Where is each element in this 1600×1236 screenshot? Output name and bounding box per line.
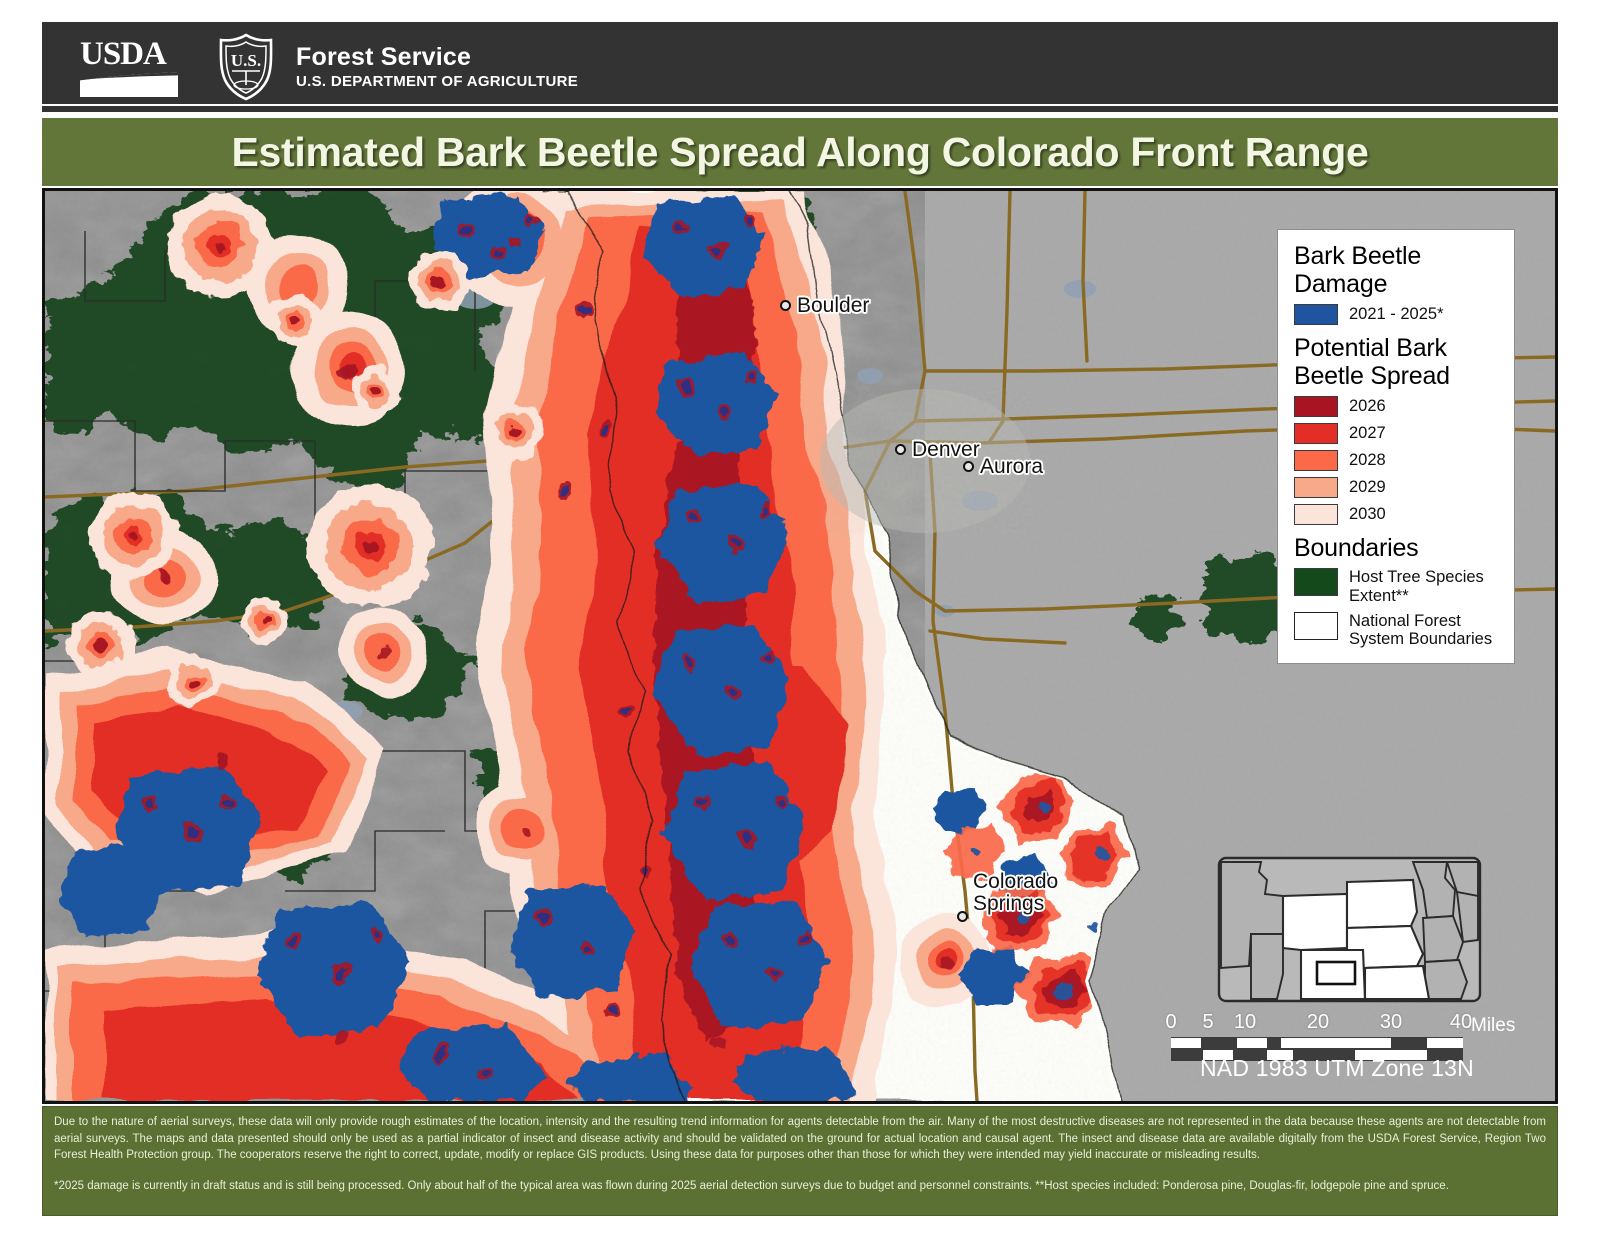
legend-swatch-nfs-boundary <box>1294 611 1338 640</box>
scale-tick-labels: 0 5 10 20 30 40 <box>1163 1011 1513 1037</box>
legend-item-host-tree-extent: Host Tree Species Extent** <box>1294 568 1502 606</box>
legend-heading-boundaries: Boundaries <box>1294 534 1419 562</box>
legend-swatch-2029 <box>1294 477 1338 498</box>
svg-text:U.S.: U.S. <box>231 51 261 70</box>
inset-state-wyoming <box>1281 892 1349 952</box>
legend-swatch-2027 <box>1294 423 1338 444</box>
denver-metro-urban-area <box>820 389 1030 533</box>
isolated-outbreak-bullseyes <box>66 194 543 707</box>
legend-label-host-tree: Host Tree Species Extent** <box>1349 568 1484 605</box>
legend-item-spread-2027: 2027 <box>1294 423 1502 444</box>
page-title: Estimated Bark Beetle Spread Along Color… <box>231 128 1369 175</box>
inset-state-kansas <box>1363 964 1431 1001</box>
header-divider <box>42 104 1558 111</box>
legend-label-2026: 2026 <box>1349 397 1386 416</box>
legend-item-spread-2028: 2028 <box>1294 450 1502 471</box>
scale-bar-graphic <box>1163 1037 1463 1063</box>
disclaimer-text: Due to the nature of aerial surveys, the… <box>54 1116 1546 1162</box>
scale-tick-20: 20 <box>1306 1011 1330 1033</box>
map-canvas[interactable] <box>45 191 1555 1101</box>
legend-swatch-2026 <box>1294 396 1338 417</box>
legend-heading-spread: Potential Bark Beetle Spread <box>1294 334 1450 390</box>
legend-label-2029: 2029 <box>1349 478 1386 497</box>
title-banner: Estimated Bark Beetle Spread Along Color… <box>42 118 1558 186</box>
scale-tick-5: 5 <box>1202 1011 1214 1033</box>
legend-swatch-2028 <box>1294 450 1338 471</box>
scale-units-label: Miles <box>1471 1015 1516 1036</box>
map-graphic <box>45 191 1555 1101</box>
footer-disclaimer-block: Due to the nature of aerial surveys, the… <box>42 1106 1558 1216</box>
legend-item-spread-2026: 2026 <box>1294 396 1502 417</box>
legend-item-damage-2021-2025: 2021 - 2025* <box>1294 304 1502 325</box>
legend-item-spread-2029: 2029 <box>1294 477 1502 498</box>
forest-service-shield-icon: U.S. <box>216 33 276 101</box>
map-legend: Bark Beetle Damage 2021 - 2025* Potentia… <box>1277 229 1515 665</box>
usda-swoosh-graphic <box>80 72 178 97</box>
usda-wordmark: USDA <box>80 36 167 72</box>
footnotes-text: *2025 damage is currently in draft statu… <box>54 1180 1449 1193</box>
legend-label-nfs-boundary: National Forest System Boundaries <box>1349 611 1493 649</box>
forest-service-name: Forest Service <box>296 43 472 71</box>
department-name: U.S. DEPARTMENT OF AGRICULTURE <box>296 73 579 90</box>
damage-dot-stipple <box>143 214 953 1083</box>
projection-label: NAD 1983 UTM Zone 13N <box>1200 1055 1474 1081</box>
legend-swatch-2030 <box>1294 504 1338 525</box>
scale-tick-30: 30 <box>1379 1011 1403 1033</box>
inset-map-graphic <box>1217 856 1482 1003</box>
legend-swatch-host-tree <box>1294 568 1338 596</box>
scale-bar: 0 5 10 20 30 40 <box>1163 1011 1516 1063</box>
nfs-outline-overlay <box>543 191 1138 1101</box>
legend-heading-damage: Bark Beetle Damage <box>1294 242 1422 298</box>
legend-label-damage: 2021 - 2025* <box>1349 305 1444 324</box>
inset-extent-rectangle <box>1315 960 1357 986</box>
scale-tick-40: 40 <box>1449 1011 1473 1033</box>
legend-label-2028: 2028 <box>1349 451 1386 470</box>
scale-tick-0: 0 <box>1165 1011 1177 1033</box>
usda-logo: USDA <box>80 36 180 97</box>
legend-swatch-damage <box>1294 304 1338 325</box>
inset-locator-map <box>1217 856 1482 1003</box>
southeast-spread-tendrils <box>943 771 1129 1025</box>
map-frame[interactable]: Boulder Denver Aurora Colorado Springs B… <box>42 188 1558 1104</box>
forest-service-titles: Forest Service U.S. DEPARTMENT OF AGRICU… <box>296 43 579 91</box>
legend-label-2030: 2030 <box>1349 505 1386 524</box>
inset-state-south-dakota <box>1345 878 1419 930</box>
legend-item-spread-2030: 2030 <box>1294 504 1502 525</box>
scale-tick-10: 10 <box>1233 1011 1257 1033</box>
usda-header-bar: USDA U.S. Forest Service U.S. DEPARTMENT… <box>42 22 1558 112</box>
legend-label-2027: 2027 <box>1349 424 1386 443</box>
legend-item-nfs-boundaries: National Forest System Boundaries <box>1294 611 1502 650</box>
